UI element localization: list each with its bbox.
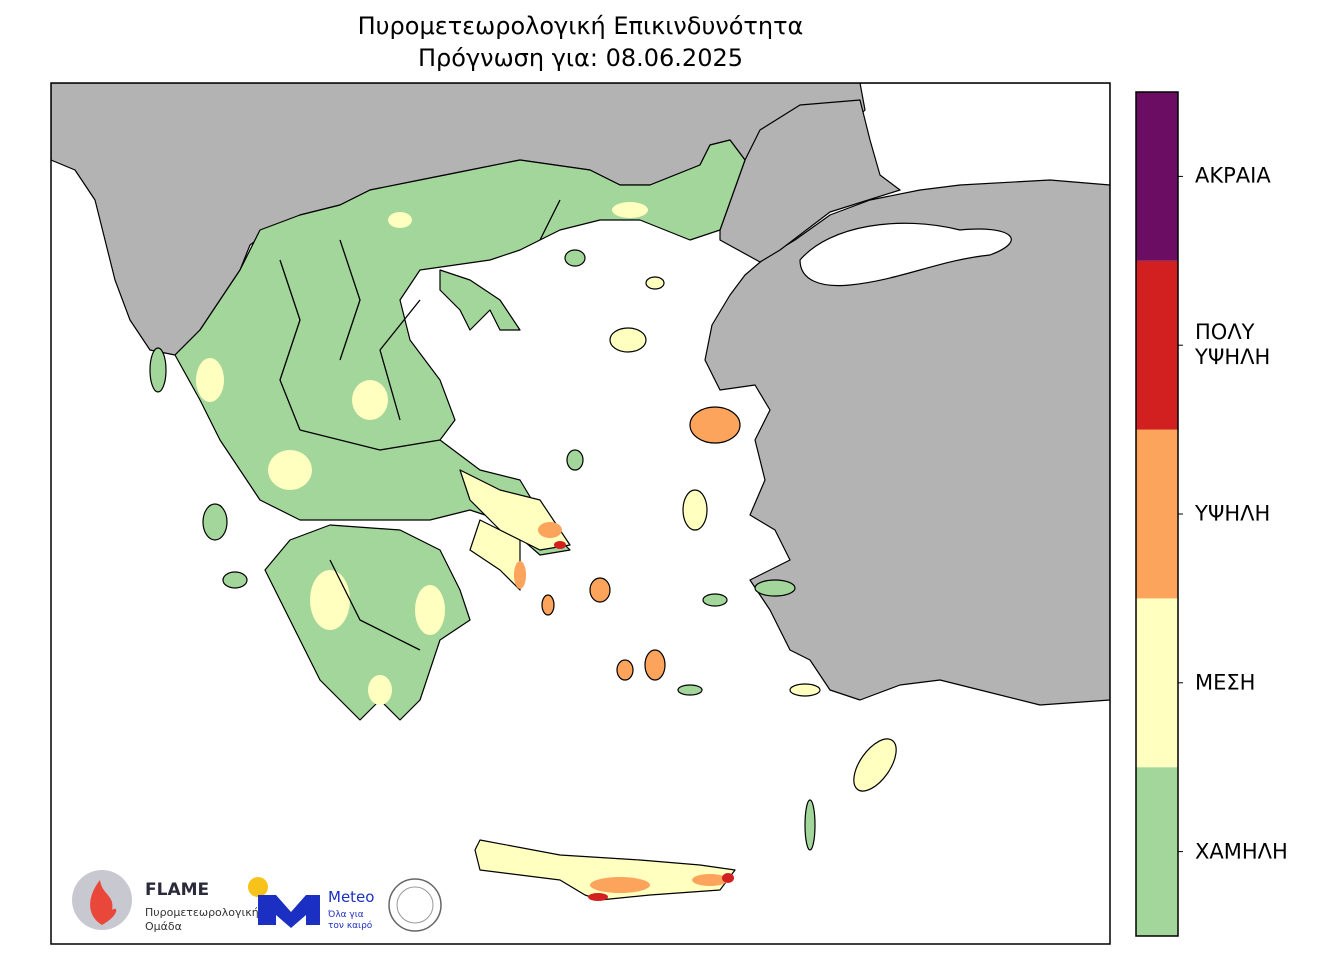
colorbar-segment (1136, 92, 1178, 261)
legend-label: ΧΑΜΗΛΗ (1195, 839, 1288, 864)
flame-logo: FLAME Πυρομετεωρολογική Ομάδα (72, 870, 259, 933)
greece-mainland (174, 139, 746, 556)
land-thrace (719, 99, 901, 263)
meteo-name: Meteo (328, 888, 374, 906)
legend-label: ΜΕΣΗ (1195, 670, 1256, 695)
sea-marmara (799, 222, 1012, 287)
legend-label: ΑΚΡΑΙΑ (1195, 163, 1271, 188)
medium-patches (196, 202, 648, 705)
chalkidiki (439, 269, 521, 331)
flame-name: FLAME (145, 880, 209, 900)
meteo-line1: Όλα για (327, 909, 364, 920)
colorbar-segment (1136, 598, 1178, 768)
map-frame (50, 82, 1111, 945)
peloponnese (264, 524, 471, 721)
colorbar-segment (1136, 767, 1178, 936)
crete (474, 839, 736, 901)
colorbar-frame (1135, 91, 1179, 937)
meteo-logo: Meteo Όλα για τον καιρό (248, 877, 442, 932)
borders (279, 199, 561, 651)
flame-line2: Ομάδα (145, 920, 182, 933)
flame-line1: Πυρομετεωρολογική (145, 906, 259, 919)
meteo-line2: τον καιρό (328, 920, 373, 931)
colorbar-segment (1136, 429, 1178, 599)
high-patches (514, 522, 728, 893)
legend-label: ΠΟΛΥ ΥΨΗΛΗ (1195, 320, 1271, 370)
map-title: Πυρομετεωρολογική Επικινδυνότητα (357, 12, 804, 40)
islands (149, 249, 897, 851)
colorbar-segment (1136, 260, 1178, 430)
colorbar (1135, 91, 1183, 937)
very-high-patches (554, 541, 734, 901)
legend-label: ΥΨΗΛΗ (1195, 501, 1271, 526)
map-subtitle: Πρόγνωση για: 08.06.2025 (418, 44, 743, 72)
